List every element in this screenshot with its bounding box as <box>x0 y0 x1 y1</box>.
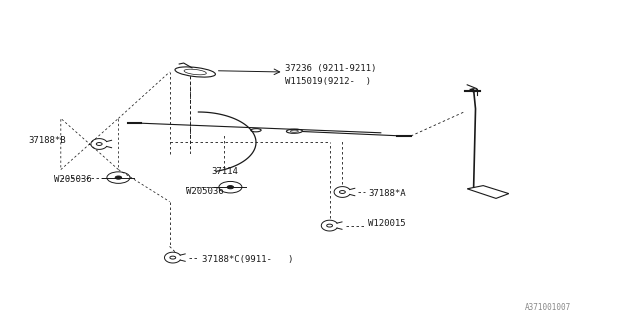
Text: 37114: 37114 <box>211 167 238 176</box>
Text: 37188*B: 37188*B <box>29 136 67 145</box>
Text: A371001007: A371001007 <box>525 303 571 312</box>
Text: 37188*C(9911-   ): 37188*C(9911- ) <box>202 255 293 264</box>
Polygon shape <box>467 186 509 198</box>
Circle shape <box>227 186 234 189</box>
Text: W115019(9212-  ): W115019(9212- ) <box>285 77 371 86</box>
Text: 37236 (9211-9211): 37236 (9211-9211) <box>285 64 376 73</box>
Circle shape <box>115 176 122 179</box>
Text: W205036: W205036 <box>186 188 223 196</box>
Text: W120015: W120015 <box>368 220 406 228</box>
Text: 37188*A: 37188*A <box>368 189 406 198</box>
Text: W205036: W205036 <box>54 175 92 184</box>
